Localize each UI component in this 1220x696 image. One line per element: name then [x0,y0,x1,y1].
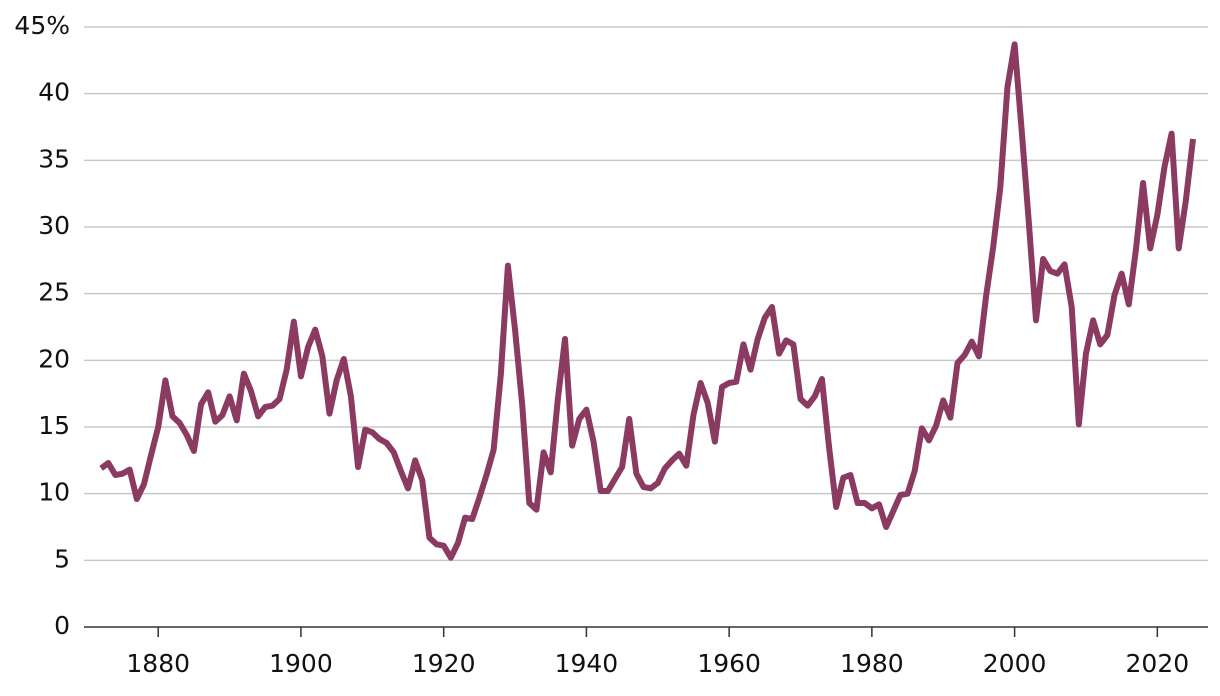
data-line [99,41,1196,561]
y-tick-label: 45% [14,11,70,40]
x-tick-label: 1880 [126,649,190,678]
y-tick-label: 10 [38,478,70,507]
x-tick-label: 1960 [697,649,761,678]
y-tick-label: 20 [38,344,70,373]
x-tick-label: 1900 [269,649,333,678]
y-tick-label: 25 [38,278,70,307]
y-tick-label: 35 [38,144,70,173]
x-tick-label: 1920 [412,649,476,678]
y-tick-label: 40 [38,78,70,107]
y-tick-label: 0 [54,611,70,640]
x-tick-label: 1940 [555,649,619,678]
x-tick-label: 1980 [840,649,904,678]
y-tick-label: 15 [38,411,70,440]
y-tick-label: 30 [38,211,70,240]
y-tick-label: 5 [54,544,70,573]
x-tick-label: 2000 [983,649,1047,678]
x-tick-label: 2020 [1126,649,1190,678]
